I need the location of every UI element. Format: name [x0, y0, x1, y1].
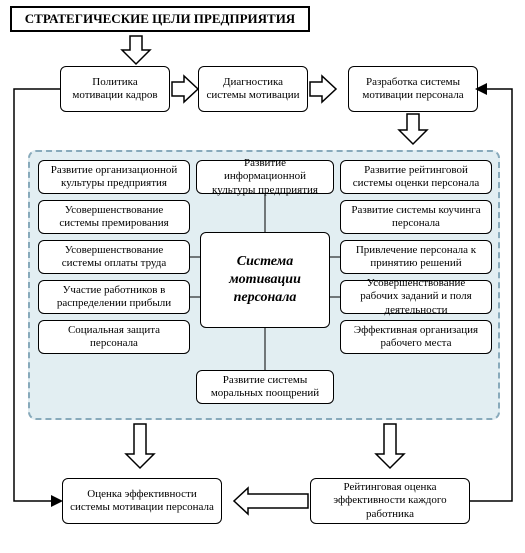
arrow-policy-to-diagnostics: [172, 76, 198, 102]
l1-text: Усовершенствование системы премирования: [45, 204, 183, 230]
r4-text: Эффективная организация рабочего места: [347, 324, 485, 350]
box-workplace: Эффективная организация рабочего места: [340, 320, 492, 354]
center-text: Система мотивации персонала: [201, 253, 329, 308]
box-center-system: Система мотивации персонала: [200, 232, 330, 328]
box-moral-incentives: Развитие системы моральных поощрений: [196, 370, 334, 404]
l0-text: Развитие организационной культуры предпр…: [45, 164, 183, 190]
box-rating-eval: Рейтинговая оценка эффективности каждого…: [310, 478, 470, 524]
box-development-text: Разработка системы мотивации персонала: [355, 76, 471, 102]
box-diagnostics-text: Диагностика системы мотивации: [205, 76, 301, 102]
title-text: СТРАТЕГИЧЕСКИЕ ЦЕЛИ ПРЕДПРИЯТИЯ: [25, 11, 295, 27]
m1-text: Развитие системы моральных поощрений: [203, 374, 327, 400]
box-info-culture: Развитие информационной культуры предпри…: [196, 160, 334, 194]
r3-text: Усовершенствование рабочих заданий и пол…: [347, 277, 485, 317]
r0-text: Развитие рейтинговой системы оценки перс…: [347, 164, 485, 190]
r1-text: Развитие системы коучинга персонала: [347, 204, 485, 230]
arrow-development-down: [399, 114, 427, 144]
m0-text: Развитие информационной культуры предпри…: [203, 157, 327, 197]
box-bonus-system: Усовершенствование системы премирования: [38, 200, 190, 234]
box-profit-sharing: Участие работников в распределении прибы…: [38, 280, 190, 314]
box-coaching: Развитие системы коучинга персонала: [340, 200, 492, 234]
box-development: Разработка системы мотивации персонала: [348, 66, 478, 112]
box-pay-system: Усовершенствование системы оплаты труда: [38, 240, 190, 274]
box-policy-text: Политика мотивации кадров: [67, 76, 163, 102]
box-rating-system: Развитие рейтинговой системы оценки перс…: [340, 160, 492, 194]
arrow-panel-to-eval-left: [126, 424, 154, 468]
box-org-culture: Развитие организационной культуры предпр…: [38, 160, 190, 194]
box-job-design: Усовершенствование рабочих заданий и пол…: [340, 280, 492, 314]
box-social-protection: Социальная защита персонала: [38, 320, 190, 354]
box-policy: Политика мотивации кадров: [60, 66, 170, 112]
r2-text: Привлечение персонала к принятию решений: [347, 244, 485, 270]
arrow-title-down: [122, 36, 150, 64]
arrow-rating-to-eval: [234, 488, 308, 514]
box-decision-making: Привлечение персонала к принятию решений: [340, 240, 492, 274]
box-diagnostics: Диагностика системы мотивации: [198, 66, 308, 112]
arrow-diagnostics-to-development: [310, 76, 336, 102]
title-strategic-goals: СТРАТЕГИЧЕСКИЕ ЦЕЛИ ПРЕДПРИЯТИЯ: [10, 6, 310, 32]
bR-text: Рейтинговая оценка эффективности каждого…: [317, 481, 463, 521]
l3-text: Участие работников в распределении прибы…: [45, 284, 183, 310]
l2-text: Усовершенствование системы оплаты труда: [45, 244, 183, 270]
arrow-panel-to-eval-right: [376, 424, 404, 468]
box-effectiveness-eval: Оценка эффективности системы мотивации п…: [62, 478, 222, 524]
bL-text: Оценка эффективности системы мотивации п…: [69, 488, 215, 514]
l4-text: Социальная защита персонала: [45, 324, 183, 350]
